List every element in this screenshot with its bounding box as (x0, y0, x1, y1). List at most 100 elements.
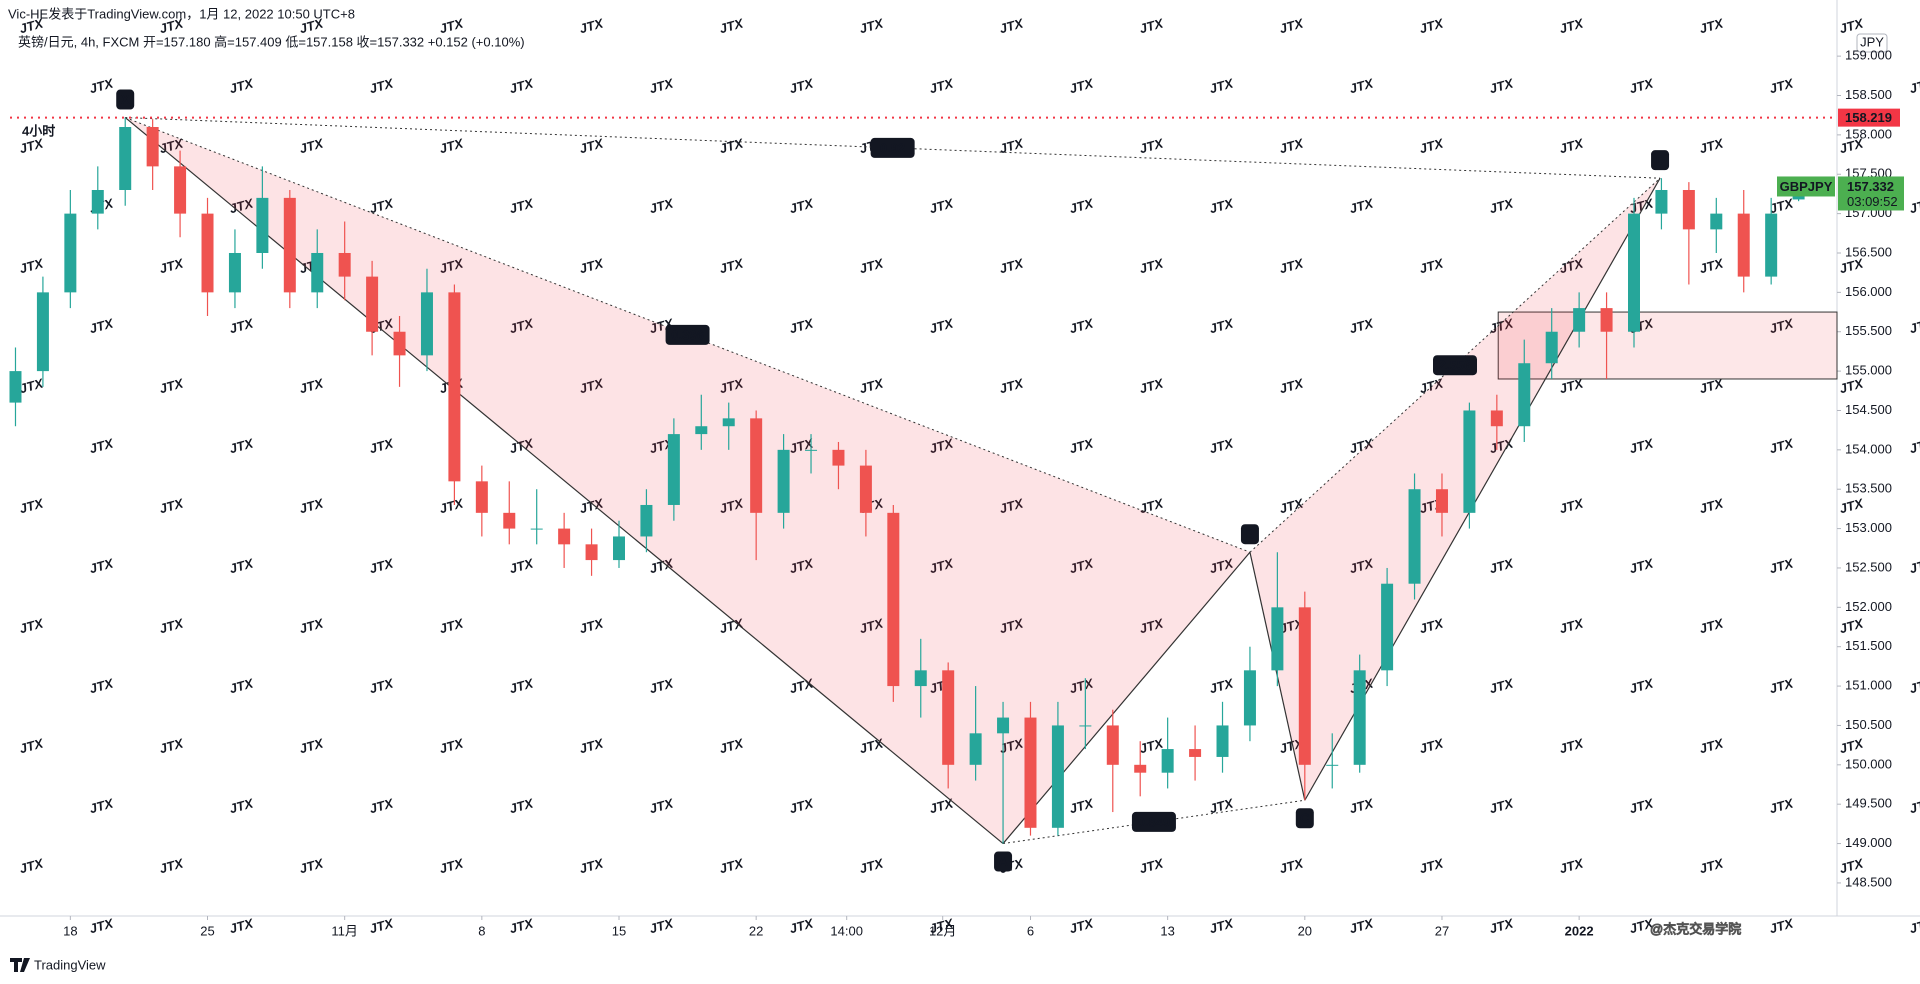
y-tick-label: 153.500 (1845, 481, 1892, 496)
watermark: JTX (578, 255, 606, 276)
ratio-box (665, 324, 710, 345)
watermark: JTX (1698, 255, 1726, 276)
last-price: 157.332 (1847, 179, 1894, 194)
candle-body (1079, 725, 1092, 727)
watermark: JTX (648, 75, 676, 96)
watermark: JTX (1558, 255, 1586, 276)
x-tick-label: 14:00 (830, 923, 863, 938)
watermark: JTX (158, 255, 186, 276)
ratio-label: 0.396 (671, 327, 704, 342)
candle-body (366, 276, 379, 332)
ratio-label: 2.556 (1439, 358, 1472, 373)
watermark: JTX (998, 615, 1026, 636)
watermark: JTX (718, 615, 746, 636)
watermark: JTX (1278, 375, 1306, 396)
watermark: JTX (928, 555, 956, 576)
watermark: JTX (578, 855, 606, 876)
candle-body (1600, 308, 1613, 332)
watermark: JTX (368, 915, 396, 936)
watermark: JTX (718, 135, 746, 156)
candle-body (1628, 213, 1640, 332)
watermark: JTX (158, 735, 186, 756)
candle-body (91, 189, 104, 214)
watermark: JTX (1278, 135, 1306, 156)
watermark: JTX (368, 195, 396, 216)
watermark: JTX (788, 555, 816, 576)
y-tick-label: 155.000 (1845, 363, 1892, 378)
x-tick-label: 13 (1160, 923, 1174, 938)
watermark: JTX (1348, 795, 1376, 816)
watermark: JTX (648, 915, 676, 936)
symbol-info: 英镑/日元, 4h, FXCM 开=157.180 高=157.409 低=15… (18, 34, 525, 49)
watermark: JTX (298, 135, 326, 156)
watermark: JTX (1908, 315, 1920, 336)
candle-body (1353, 670, 1366, 765)
candle-body (36, 292, 49, 372)
watermark: JTX (298, 855, 326, 876)
y-tick-label: 149.500 (1845, 796, 1892, 811)
watermark: JTX (1348, 555, 1376, 576)
watermark: JTX (368, 675, 396, 696)
x-tick-label: 11月 (331, 923, 358, 938)
watermark: JTX (1278, 255, 1306, 276)
watermark: JTX (648, 675, 676, 696)
x-tick-label: 18 (63, 923, 77, 938)
y-tick-label: 148.500 (1845, 874, 1892, 889)
watermark: JTX (438, 135, 466, 156)
candle-body (201, 213, 214, 293)
watermark: JTX (928, 915, 956, 936)
watermark: JTX (1558, 135, 1586, 156)
watermark: JTX (1278, 15, 1306, 36)
point-box (1295, 808, 1314, 829)
watermark: JTX (858, 255, 886, 276)
y-tick-label: 151.000 (1845, 678, 1892, 693)
x-tick-label: 15 (612, 923, 626, 938)
watermark: JTX (1418, 615, 1446, 636)
watermark: JTX (578, 495, 606, 516)
watermark: JTX (438, 735, 466, 756)
watermark: JTX (1138, 615, 1166, 636)
y-tick-label: 152.000 (1845, 599, 1892, 614)
watermark: JTX (1908, 195, 1920, 216)
watermark: JTX (578, 615, 606, 636)
watermark: JTX (438, 15, 466, 36)
watermark: JTX (718, 375, 746, 396)
candle-body (1134, 764, 1147, 773)
watermark: JTX (18, 15, 46, 36)
point-label: D (1655, 153, 1664, 168)
watermark: JTX (928, 795, 956, 816)
watermark: JTX (1768, 675, 1796, 696)
watermark: JTX (1138, 15, 1166, 36)
candle-body (969, 733, 982, 765)
watermark: JTX (1768, 555, 1796, 576)
candle-body (640, 504, 653, 537)
watermark: JTX (1488, 195, 1516, 216)
watermark: JTX (1698, 495, 1726, 516)
watermark: JTX (1068, 315, 1096, 336)
watermark: JTX (228, 75, 256, 96)
watermark: JTX (718, 735, 746, 756)
watermark: JTX (1908, 75, 1920, 96)
y-tick-label: 156.500 (1845, 244, 1892, 259)
watermark: JTX (998, 255, 1026, 276)
pattern-leg (124, 117, 1004, 845)
watermark: JTX (1908, 675, 1920, 696)
candle-body (119, 127, 132, 190)
y-tick-label: 153.000 (1845, 520, 1892, 535)
watermark: JTX (648, 795, 676, 816)
watermark: JTX (368, 75, 396, 96)
point-label: X (121, 92, 130, 107)
candle-body (805, 449, 818, 451)
zone (1497, 311, 1838, 380)
ratio-label: 0.92 (880, 140, 905, 155)
candle-body (695, 426, 708, 435)
watermark: JTX (1348, 315, 1376, 336)
watermark: JTX (928, 195, 956, 216)
pattern-leg (1002, 551, 1251, 844)
watermark: JTX (508, 795, 536, 816)
point-label: C (1300, 811, 1310, 826)
watermark: JTX (298, 375, 326, 396)
watermark: JTX (998, 735, 1026, 756)
candle-body (9, 371, 22, 403)
